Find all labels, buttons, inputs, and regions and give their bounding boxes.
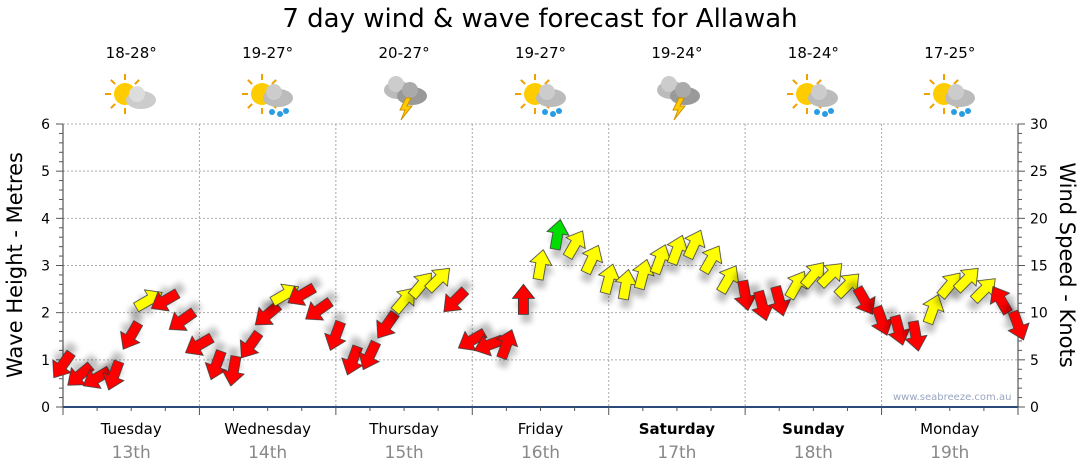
y2-tick-label: 25: [1030, 164, 1048, 180]
wind-arrow: [120, 320, 144, 350]
sun-cloud-rain-icon: [923, 74, 975, 117]
wind-arrow: [580, 244, 604, 276]
day-temp-range: 19-27°: [242, 44, 294, 62]
y-tick-label: 5: [41, 164, 50, 180]
y2-axis-label: Wind Speed - Knots: [1055, 162, 1079, 367]
day-label: Sunday: [782, 420, 845, 438]
wind-arrow: [221, 355, 245, 387]
y2-tick-label: 0: [1030, 400, 1039, 416]
wind-arrow: [82, 365, 113, 389]
wind-arrow: [185, 332, 215, 356]
sun-cloud-rain-icon: [514, 74, 566, 117]
wind-arrow: [768, 285, 792, 317]
y-axis-label: Wave Height - Metres: [3, 152, 27, 378]
y-tick-label: 4: [41, 211, 50, 227]
wind-arrow: [529, 249, 553, 281]
day-temp-range: 17-25°: [924, 44, 976, 62]
day-label: Saturday: [638, 420, 716, 438]
wind-arrow: [341, 344, 364, 376]
y2-tick-label: 15: [1030, 259, 1048, 275]
y2-tick-label: 10: [1030, 306, 1048, 322]
wind-arrow: [511, 283, 536, 315]
y2-tick-label: 20: [1030, 211, 1048, 227]
date-label: 15th: [384, 443, 424, 463]
date-label: 18th: [793, 443, 833, 463]
sun-cloud-icon: [105, 74, 157, 114]
day-label: Friday: [517, 420, 564, 438]
wind-arrow: [699, 245, 723, 276]
sun-cloud-rain-icon: [787, 74, 839, 117]
wind-arrow: [443, 286, 470, 313]
day-temp-range: 19-27°: [514, 44, 567, 62]
day-temp-range: 18-24°: [787, 44, 839, 62]
y2-tick-label: 5: [1030, 353, 1039, 369]
day-label: Thursday: [369, 420, 439, 438]
wind-arrow: [495, 329, 519, 361]
credit-link[interactable]: www.seabreeze.com.au: [893, 392, 1012, 403]
y2-tick-label: 30: [1030, 117, 1048, 133]
day-label: Tuesday: [100, 420, 162, 438]
date-label: 17th: [657, 443, 697, 463]
wind-arrow: [562, 230, 586, 260]
wind-arrow: [631, 258, 655, 291]
day-temp-range: 20-27°: [378, 44, 430, 62]
wind-arrow: [358, 339, 381, 371]
date-label: 16th: [520, 443, 561, 463]
date-label: 13th: [111, 443, 151, 463]
wind-arrow: [204, 349, 228, 381]
wind-arrow: [102, 359, 125, 391]
wind-arrow: [239, 329, 264, 359]
wind-arrow: [376, 310, 400, 339]
y-tick-label: 2: [41, 306, 50, 322]
chart-title: 7 day wind & wave forecast for Allawah: [282, 4, 798, 34]
y-tick-label: 0: [41, 400, 50, 416]
day-label: Monday: [920, 420, 980, 438]
wind-arrow: [904, 320, 928, 352]
wind-arrow: [424, 267, 450, 294]
wind-arrow: [52, 349, 76, 379]
y-tick-label: 1: [41, 353, 50, 369]
wind-arrow: [887, 314, 911, 346]
wind-arrow: [254, 301, 283, 326]
wind-arrow: [168, 307, 198, 331]
wind-arrow: [150, 288, 181, 312]
wind-arrow: [784, 270, 808, 301]
wind-arrow: [1007, 309, 1030, 341]
day-label: Wednesday: [224, 420, 312, 438]
storm-cloud-icon: [656, 76, 700, 121]
y-tick-label: 6: [41, 117, 50, 133]
storm-cloud-icon: [384, 76, 428, 121]
wind-arrow: [305, 297, 334, 321]
wind-arrow: [989, 285, 1013, 316]
wind-arrow: [287, 282, 317, 306]
wind-arrow: [816, 263, 843, 289]
sun-cloud-rain-icon: [241, 74, 293, 117]
date-label: 14th: [248, 443, 288, 463]
wind-arrow: [546, 218, 570, 251]
date-label: 19th: [930, 443, 970, 463]
wind-arrow: [324, 319, 347, 351]
wind-arrow: [390, 287, 415, 315]
day-temp-range: 18-28°: [105, 44, 157, 62]
day-temp-range: 19-24°: [651, 44, 703, 62]
wind-arrow: [952, 267, 979, 294]
wind-arrow: [922, 294, 945, 326]
wind-arrow: [683, 229, 706, 261]
y-tick-label: 3: [41, 259, 50, 275]
wind-arrow: [852, 285, 876, 315]
